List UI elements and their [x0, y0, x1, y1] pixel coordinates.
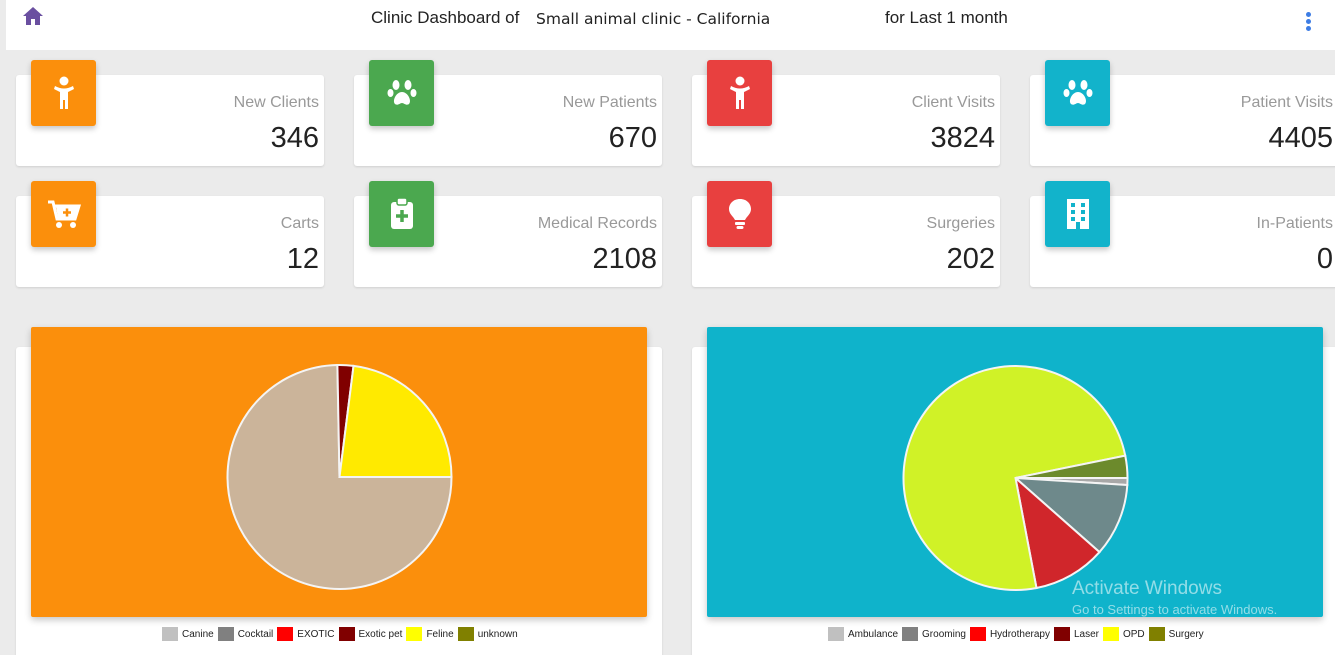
legend-label: Canine	[182, 628, 214, 640]
legend-item[interactable]: Grooming	[902, 627, 966, 641]
stat-label: New Patients	[562, 94, 657, 111]
stat-card-new-clients[interactable]: New Clients 346	[16, 60, 324, 166]
stat-value: 2108	[592, 243, 657, 275]
stat-value: 3824	[930, 122, 995, 154]
legend-item[interactable]: Feline	[406, 627, 454, 641]
home-icon[interactable]	[22, 6, 44, 26]
stat-card-medical-records[interactable]: Medical Records 2108	[354, 181, 662, 287]
pie-slice-grooming[interactable]	[1012, 476, 1129, 554]
activate-windows-watermark: Activate Windows Go to Settings to activ…	[1072, 578, 1277, 617]
pie-slice-hydrotherapy[interactable]	[1013, 475, 1101, 590]
person-icon	[707, 60, 772, 126]
services-chart-legend: Ambulance Grooming Hydrotherapy Laser OPD Sur…	[828, 627, 1208, 641]
stat-value: 670	[608, 122, 657, 154]
species-pie-chart[interactable]	[31, 327, 647, 617]
period-label: for Last 1 month	[885, 8, 1008, 27]
legend-swatch	[1148, 627, 1165, 641]
cart-plus-icon	[31, 181, 96, 247]
stat-value: 202	[946, 243, 995, 275]
legend-label: Hydrotherapy	[989, 628, 1050, 640]
pie-slice-feline[interactable]	[338, 364, 453, 478]
watermark-subtitle: Go to Settings to activate Windows.	[1072, 602, 1278, 617]
legend-label: EXOTIC	[297, 628, 335, 640]
legend-swatch	[902, 627, 919, 641]
services-chart-box	[707, 327, 1323, 617]
legend-label: Ambulance	[848, 628, 899, 640]
services-pie-chart[interactable]	[707, 327, 1323, 617]
legend-swatch	[406, 627, 423, 641]
medical-clipboard-icon	[369, 181, 434, 247]
stat-label: Surgeries	[926, 215, 995, 232]
legend-label: Feline	[426, 628, 454, 640]
legend-item[interactable]: Laser	[1053, 627, 1099, 641]
dashboard-title: Clinic Dashboard of	[371, 8, 520, 27]
legend-label: Exotic pet	[358, 628, 403, 640]
species-chart-legend: Canine Cocktail EXOTIC Exotic pet Feline unkn…	[162, 627, 522, 641]
stat-value: 4405	[1268, 122, 1333, 154]
paw-icon	[369, 60, 434, 126]
stat-label: Carts	[280, 215, 319, 232]
legend-item[interactable]: unknown	[457, 627, 518, 641]
stat-value: 0	[1316, 243, 1333, 275]
legend-swatch	[162, 627, 178, 641]
legend-swatch	[1102, 627, 1119, 641]
more-vertical-icon[interactable]	[1303, 12, 1313, 34]
lightbulb-icon	[707, 181, 772, 247]
stat-card-surgeries[interactable]: Surgeries 202	[692, 181, 1000, 287]
stat-label: Client Visits	[911, 94, 995, 111]
legend-swatch	[457, 627, 474, 641]
legend-label: Cocktail	[237, 628, 274, 640]
stat-label: Patient Visits	[1240, 94, 1333, 111]
legend-item[interactable]: Ambulance	[828, 627, 898, 641]
stat-label: New Clients	[233, 94, 319, 111]
stat-value: 12	[286, 243, 319, 275]
legend-item[interactable]: EXOTIC	[277, 627, 335, 641]
pie-slice-opd[interactable]	[902, 365, 1127, 591]
legend-label: Surgery	[1168, 628, 1204, 640]
species-chart-box	[31, 327, 647, 617]
legend-item[interactable]: Canine	[162, 627, 214, 641]
legend-item[interactable]: Hydrotherapy	[969, 627, 1050, 641]
stat-card-client-visits[interactable]: Client Visits 3824	[692, 60, 1000, 166]
legend-swatch	[1053, 627, 1070, 641]
stat-card-new-patients[interactable]: New Patients 670	[354, 60, 662, 166]
legend-swatch	[969, 627, 986, 641]
stat-card-patient-visits[interactable]: Patient Visits 4405	[1030, 60, 1335, 166]
paw-icon	[1045, 60, 1110, 126]
pie-slice-surgery[interactable]	[1015, 454, 1129, 479]
legend-swatch	[217, 627, 234, 641]
legend-label: unknown	[477, 628, 518, 640]
clinic-name: Small animal clinic - California	[536, 10, 771, 28]
legend-item[interactable]: OPD	[1102, 627, 1145, 641]
legend-item[interactable]: Exotic pet	[338, 627, 403, 641]
stat-label: Medical Records	[537, 215, 657, 232]
legend-item[interactable]: Cocktail	[217, 627, 274, 641]
legend-label: Grooming	[922, 628, 966, 640]
stat-label: In-Patients	[1256, 215, 1333, 232]
watermark-title: Activate Windows	[1072, 578, 1222, 599]
stat-card-in-patients[interactable]: In-Patients 0	[1030, 181, 1335, 287]
legend-swatch	[338, 627, 355, 641]
legend-label: OPD	[1122, 628, 1145, 640]
stat-card-carts[interactable]: Carts 12	[16, 181, 324, 287]
legend-swatch	[828, 627, 844, 641]
legend-swatch	[277, 627, 294, 641]
legend-item[interactable]: Surgery	[1148, 627, 1204, 641]
top-bar: Clinic Dashboard of Small animal clinic …	[6, 0, 1335, 50]
legend-label: Laser	[1073, 628, 1099, 640]
stat-value: 346	[270, 122, 319, 154]
person-icon	[31, 60, 96, 126]
hospital-building-icon	[1045, 181, 1110, 247]
